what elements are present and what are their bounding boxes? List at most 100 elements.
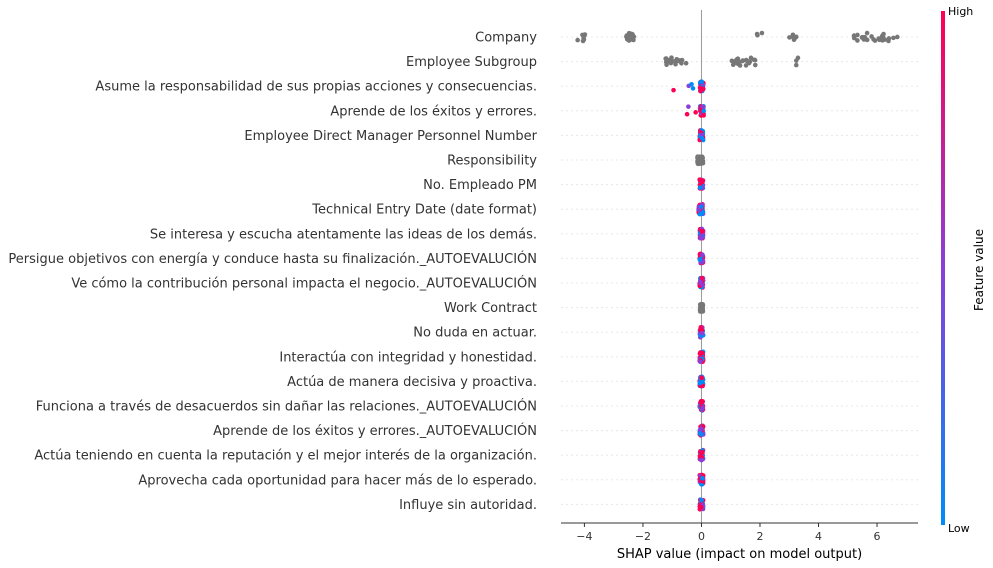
feature-label: Company	[475, 31, 537, 46]
shap-point	[793, 62, 799, 68]
shap-point	[744, 58, 750, 64]
feature-label: Funciona a través de desacuerdos sin dañ…	[36, 399, 537, 415]
shap-point	[698, 304, 704, 310]
feature-label: Asume la responsabilidad de sus propias …	[95, 80, 537, 95]
shap-point	[693, 110, 698, 115]
colorbar-low-label: Low	[948, 522, 970, 535]
row-gridlines	[561, 36, 918, 505]
shap-point	[575, 37, 580, 43]
feature-label: Persigue objetivos con energía y conduce…	[8, 251, 537, 267]
shap-point	[700, 476, 705, 481]
shap-point	[869, 34, 874, 39]
shap-point	[699, 228, 705, 234]
shap-point	[881, 31, 886, 37]
shap-point	[697, 431, 703, 436]
shap-point	[729, 58, 735, 64]
shap-point	[700, 104, 706, 110]
shap-point	[700, 252, 705, 257]
colorbar-high-label: High	[948, 5, 973, 18]
shap-point	[697, 380, 703, 386]
shap-point	[671, 87, 676, 93]
x-tick-label: 2	[756, 530, 763, 543]
shap-point	[699, 132, 705, 138]
shap-point	[699, 457, 704, 463]
x-tick-label: 0	[698, 530, 705, 543]
shap-point	[684, 111, 690, 117]
shap-point	[701, 108, 706, 114]
shap-point	[864, 30, 870, 36]
shap-point	[787, 35, 792, 40]
feature-label: Employee Direct Manager Personnel Number	[244, 129, 537, 144]
shap-point	[886, 38, 891, 44]
shap-point	[895, 34, 900, 40]
shap-point	[699, 211, 705, 216]
shap-point	[698, 400, 703, 405]
shap-point	[751, 57, 757, 63]
shap-point	[880, 38, 885, 43]
feature-label: Actúa teniendo en cuenta la reputación y…	[34, 449, 537, 464]
shap-point	[697, 257, 703, 262]
shap-point	[686, 104, 691, 109]
shap-point	[862, 34, 868, 40]
shap-point	[699, 235, 704, 241]
shap-point	[698, 161, 704, 166]
x-axis-title: SHAP value (impact on model output)	[617, 547, 862, 562]
shap-point	[699, 275, 704, 281]
shap-point	[664, 62, 669, 67]
shap-point	[626, 38, 632, 43]
shap-point	[755, 32, 760, 38]
feature-label: Aprende de los éxitos y errores._AUTOEVA…	[213, 423, 537, 439]
feature-label: Se interesa y escucha atentamente las id…	[150, 227, 537, 242]
shap-point	[699, 450, 704, 456]
x-tick-label: 4	[815, 530, 822, 543]
feature-label: Employee Subgroup	[406, 55, 537, 70]
x-axis-ticks: −4 −2 0 2 4 6	[576, 523, 881, 543]
shap-point	[698, 280, 703, 286]
x-tick-label: 6	[874, 530, 881, 543]
shap-point	[759, 30, 765, 36]
feature-label: Technical Entry Date (date format)	[311, 203, 537, 218]
shap-point	[580, 32, 585, 38]
shap-points	[575, 30, 900, 512]
shap-point	[700, 405, 705, 411]
shap-point	[697, 359, 703, 365]
colorbar	[941, 11, 945, 525]
shap-point	[696, 207, 702, 213]
shap-point	[666, 59, 671, 64]
feature-labels: Company Employee Subgroup Asume la respons…	[8, 31, 537, 513]
feature-label: Aprovecha cada oportunidad para hacer má…	[138, 473, 537, 488]
shap-point	[855, 32, 860, 38]
shap-point	[699, 179, 705, 184]
shap-point	[891, 35, 896, 41]
shap-point	[699, 135, 705, 141]
feature-label: Work Contract	[444, 301, 537, 316]
shap-point	[699, 375, 704, 381]
shap-point	[794, 58, 799, 63]
feature-label: Aprende de los éxitos y errores.	[330, 104, 537, 119]
shap-point	[683, 60, 689, 66]
feature-label: Interactúa con integridad y honestidad.	[279, 350, 537, 365]
shap-point	[735, 56, 741, 61]
x-tick-label: −4	[576, 530, 592, 543]
shap-point	[699, 79, 704, 85]
feature-label: Influye sin autoridad.	[399, 498, 537, 513]
shap-point	[855, 38, 860, 43]
x-tick-label: −2	[635, 530, 651, 543]
feature-label: No. Empleado PM	[423, 178, 537, 193]
shap-point	[581, 37, 587, 42]
shap-point	[689, 81, 694, 87]
shap-point	[790, 34, 796, 40]
shap-point	[700, 330, 705, 336]
feature-label: Responsibility	[447, 154, 537, 169]
shap-point	[626, 30, 632, 36]
shap-point	[699, 497, 704, 503]
shap-point	[697, 185, 703, 190]
feature-label: No duda en actuar.	[413, 326, 537, 341]
shap-point	[695, 154, 700, 159]
shap-point	[690, 86, 696, 91]
feature-label: Actúa de manera decisiva y proactiva.	[287, 375, 537, 390]
shap-point	[851, 33, 857, 38]
shap-point	[739, 58, 745, 64]
shap-point	[677, 58, 683, 63]
